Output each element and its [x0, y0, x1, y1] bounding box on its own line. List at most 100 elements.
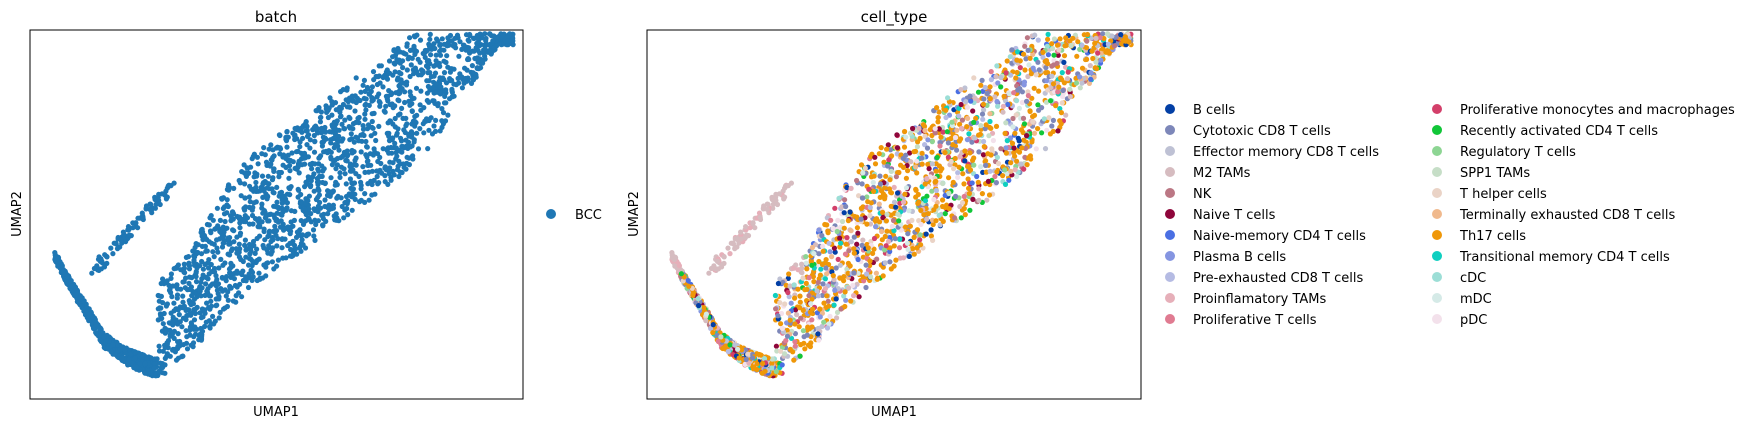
cell-type-point [928, 233, 935, 239]
cell-type-point [851, 270, 857, 276]
cell-type-point [803, 254, 809, 260]
batch-point [385, 70, 391, 76]
cell-type-point [902, 191, 908, 197]
batch-point [278, 218, 284, 224]
batch-point [156, 343, 162, 349]
cell-type-point [893, 174, 900, 180]
batch-point [390, 54, 396, 60]
batch-point [411, 71, 417, 77]
cell-type-point [1024, 133, 1030, 139]
cell-type-title: cell_type [861, 8, 928, 27]
cell-type-point [1031, 85, 1037, 91]
batch-point [126, 356, 132, 363]
cell-type-point [816, 227, 822, 233]
cell-type-point [917, 237, 923, 243]
cell-type-point [835, 217, 841, 223]
batch-point [219, 195, 225, 201]
batch-point [217, 228, 223, 235]
batch-point [101, 264, 108, 270]
cell-type-point [1008, 160, 1014, 166]
batch-point [376, 98, 382, 105]
batch-point [422, 49, 428, 56]
batch-point [385, 181, 391, 187]
batch-point [233, 246, 239, 252]
cell-type-point [751, 364, 757, 370]
cell-type-point [1088, 76, 1094, 82]
batch-point [269, 177, 276, 183]
cell-type-point [848, 185, 854, 191]
cell-type-point [810, 274, 817, 280]
batch-point [156, 369, 162, 375]
legend-label: Recently activated CD4 T cells [1460, 124, 1658, 139]
batch-point [386, 150, 392, 156]
batch-point [336, 127, 342, 133]
cell-type-point [1008, 168, 1014, 174]
cell-type-point [903, 185, 910, 191]
cell-type-point [1003, 145, 1009, 151]
cell-type-point [743, 356, 749, 363]
batch-point [303, 212, 309, 218]
batch-panel: batch UMAP1 UMAP2 BCC [10, 8, 602, 420]
batch-point [266, 243, 272, 249]
batch-point [274, 199, 280, 205]
cell-type-point [797, 293, 803, 299]
cell-type-point [752, 225, 758, 231]
batch-point [424, 58, 431, 64]
cell-type-point [792, 339, 798, 345]
cell-type-point [1050, 117, 1056, 123]
batch-point [114, 246, 121, 252]
batch-point [216, 315, 222, 321]
batch-point [198, 293, 204, 299]
cell-type-point [824, 293, 830, 299]
cell-type-point [873, 224, 879, 230]
legend-label: cDC [1460, 271, 1486, 286]
cell-type-point [1040, 49, 1046, 56]
cell-type-point [819, 232, 825, 239]
batch-point [213, 273, 219, 279]
cell-type-point [1033, 146, 1039, 152]
batch-point [390, 160, 396, 166]
batch-point [474, 40, 480, 46]
cell-type-point [851, 246, 857, 252]
cell-type-point [979, 191, 986, 197]
batch-point [431, 123, 437, 129]
batch-point [331, 119, 337, 125]
cell-type-point [775, 280, 782, 287]
batch-point [183, 328, 189, 334]
cell-type-point [800, 328, 807, 334]
batch-point [474, 65, 480, 71]
cell-type-point [1022, 43, 1028, 49]
cell-type-point [1084, 38, 1090, 44]
cell-type-point [1009, 47, 1015, 53]
cell-type-point [971, 119, 977, 125]
batch-point [210, 313, 216, 319]
legend-label: Terminally exhausted CD8 T cells [1459, 208, 1675, 223]
batch-point [132, 355, 138, 361]
batch-point [343, 193, 350, 200]
cell-type-point [961, 205, 967, 212]
batch-point [470, 70, 476, 76]
legend-marker [1432, 125, 1442, 135]
cell-type-point [978, 123, 984, 129]
cell-type-point [721, 254, 727, 260]
batch-point [299, 237, 305, 243]
legend-label: Proliferative monocytes and macrophages [1460, 103, 1735, 118]
cell-type-point [1002, 181, 1009, 187]
batch-point [384, 130, 390, 136]
batch-point [231, 228, 237, 234]
batch-point [214, 287, 220, 293]
batch-point [202, 243, 208, 249]
batch-point [228, 285, 234, 291]
batch-title: batch [255, 8, 297, 26]
batch-point [108, 348, 114, 355]
cell-type-point [760, 360, 766, 367]
batch-point [227, 235, 233, 241]
batch-point [189, 293, 195, 299]
batch-point [388, 177, 394, 183]
cell-type-point [1002, 130, 1008, 136]
batch-point [311, 188, 317, 194]
batch-point [409, 55, 415, 61]
batch-point [369, 84, 375, 90]
cell-type-point [998, 84, 1004, 90]
legend-marker [1165, 230, 1175, 240]
